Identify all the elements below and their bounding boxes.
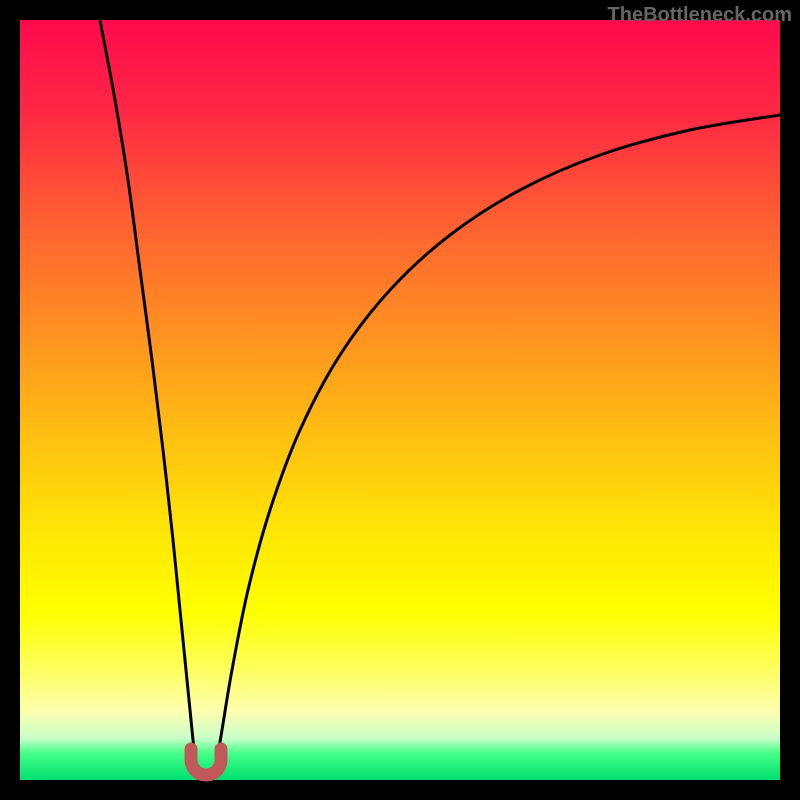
attribution-label: TheBottleneck.com	[608, 4, 792, 27]
bottleneck-chart	[0, 0, 800, 800]
plot-area	[20, 20, 780, 780]
chart-stage: TheBottleneck.com	[0, 0, 800, 800]
